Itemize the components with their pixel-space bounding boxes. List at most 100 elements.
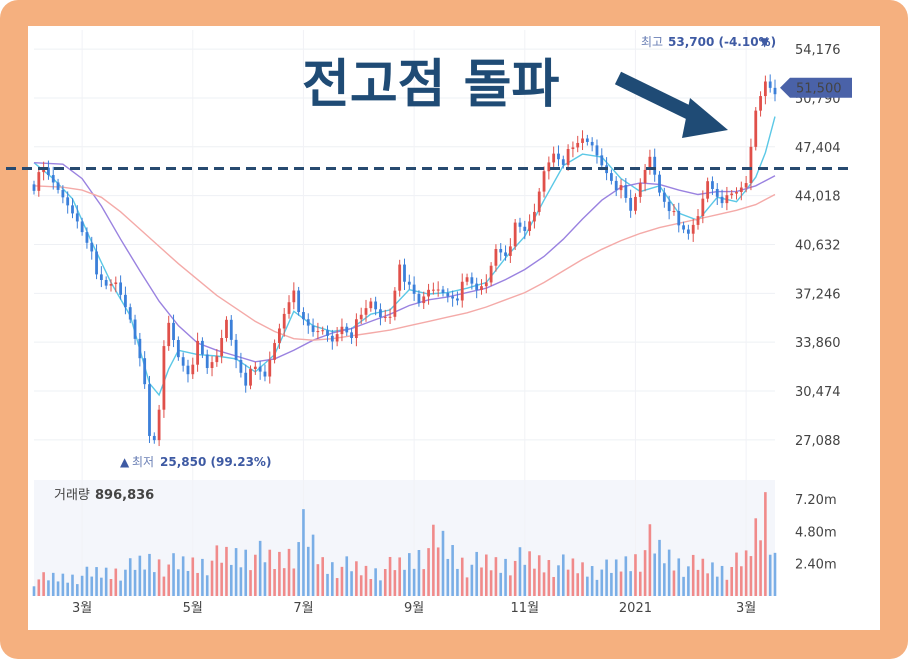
candle-body: [566, 149, 570, 165]
candle-body: [277, 328, 281, 344]
candle-body: [701, 198, 705, 217]
volume-bar: [711, 562, 714, 596]
candle-body: [422, 296, 426, 304]
candle-body: [205, 354, 209, 369]
volume-bar: [759, 540, 762, 596]
volume-bar: [133, 569, 137, 596]
volume-bar: [749, 556, 753, 596]
current-price-tag: [780, 77, 852, 98]
volume-bar: [369, 579, 373, 596]
candle-body: [359, 314, 363, 320]
candle-body: [763, 81, 767, 97]
volume-bar: [740, 566, 743, 596]
candle-body: [441, 289, 445, 293]
volume-bar: [725, 579, 729, 596]
volume-bar: [557, 565, 560, 596]
volume-bar: [696, 569, 700, 596]
candle-body: [71, 205, 74, 214]
volume-bar: [316, 564, 320, 596]
candle-body: [614, 180, 618, 191]
volume-bar: [754, 518, 758, 596]
candle-body: [749, 146, 753, 184]
volume-bar: [201, 558, 204, 596]
candle-body: [316, 331, 320, 333]
volume-bar: [321, 557, 325, 596]
candle-body: [340, 326, 344, 335]
volume-bar: [374, 568, 377, 596]
volume-bar: [398, 557, 401, 596]
candle-body: [95, 251, 98, 275]
candle-body: [595, 145, 599, 156]
candle-body: [470, 277, 474, 284]
price-tick-label: 30,474: [795, 385, 841, 400]
candle-body: [759, 96, 762, 111]
price-tick-label: 33,860: [795, 336, 841, 351]
volume-bar: [691, 554, 695, 596]
volume-bar: [100, 577, 103, 596]
volume-bar: [119, 580, 122, 596]
volume-bar: [157, 559, 161, 596]
candle-body: [610, 173, 613, 181]
volume-value: 896,836: [95, 488, 154, 503]
candle-body: [99, 274, 103, 281]
volume-tick-label: 2.40m: [795, 558, 837, 573]
candle-body: [561, 159, 565, 165]
candle-body: [393, 290, 397, 317]
price-tick-label: 37,246: [795, 287, 841, 302]
candle-body: [191, 364, 195, 375]
candle-body: [624, 185, 628, 198]
x-tick-label: 3월: [736, 601, 756, 616]
candle-body: [354, 319, 358, 338]
volume-bar: [172, 553, 175, 596]
candle-body: [412, 284, 416, 294]
candle-body: [725, 195, 729, 204]
volume-bar: [215, 545, 219, 596]
candle-body: [730, 193, 734, 196]
volume-bar: [359, 575, 363, 596]
candle-body: [494, 248, 498, 266]
volume-bar: [412, 568, 416, 596]
candle-body: [152, 435, 156, 441]
candle-body: [711, 181, 714, 189]
candle-body: [634, 196, 637, 211]
candle-body: [369, 301, 373, 309]
volume-bar: [71, 574, 74, 596]
volume-bar: [37, 579, 41, 596]
candle-body: [658, 174, 661, 193]
volume-bar: [687, 566, 690, 596]
candle-body: [215, 356, 219, 363]
volume-bar: [605, 559, 608, 596]
candle-body: [383, 316, 387, 318]
volume-bar: [95, 567, 98, 596]
candle-body: [456, 298, 459, 301]
high-label: 최고: [641, 35, 663, 49]
candle-body: [407, 281, 411, 285]
volume-bar: [148, 553, 151, 596]
volume-bar: [273, 569, 276, 596]
price-tick-label: 27,088: [795, 434, 841, 449]
candle-body: [533, 211, 536, 222]
volume-bar: [470, 564, 474, 596]
volume-bar: [595, 579, 599, 596]
high-value: 53,700 (-4.10%): [668, 35, 776, 49]
candle-body: [460, 281, 464, 301]
volume-bar: [403, 569, 406, 596]
x-tick-label: 7월: [293, 601, 313, 616]
volume-bar: [523, 564, 527, 596]
volume-bar: [672, 570, 676, 596]
candle-body: [56, 182, 60, 190]
volume-bar: [263, 562, 267, 596]
volume-bar: [547, 560, 551, 596]
volume-bar: [773, 552, 777, 596]
volume-bar: [730, 567, 733, 596]
volume-bar: [576, 573, 580, 596]
volume-bar: [624, 556, 628, 596]
ma20-line: [33, 162, 776, 363]
volume-bar: [47, 580, 50, 596]
volume-bar: [542, 572, 546, 596]
volume-bar: [764, 492, 767, 596]
volume-bar: [229, 564, 233, 596]
candle-body: [374, 301, 378, 310]
candle-body: [210, 362, 214, 369]
candle-body: [196, 340, 199, 365]
